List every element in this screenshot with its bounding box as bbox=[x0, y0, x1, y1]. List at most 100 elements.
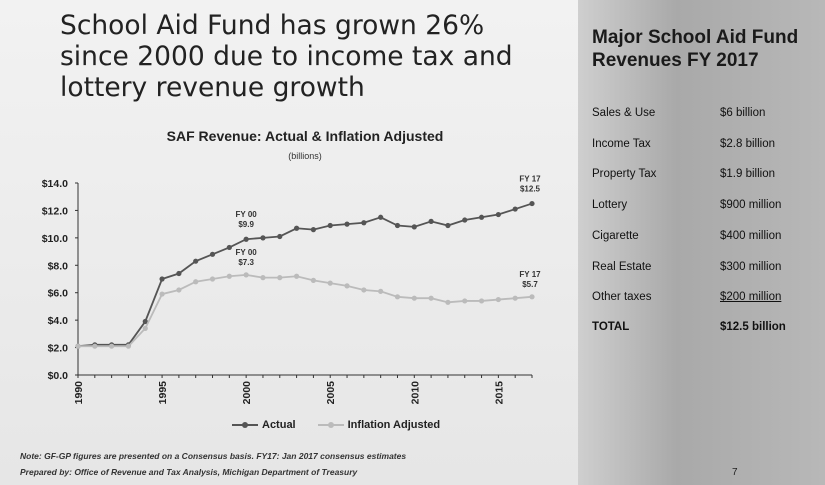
actual-point bbox=[462, 217, 468, 223]
inflation-adjusted-point bbox=[226, 273, 232, 279]
actual-point bbox=[277, 233, 283, 240]
inflation-adjusted-point bbox=[428, 295, 434, 301]
actual-point bbox=[193, 258, 199, 264]
actual-point bbox=[142, 318, 148, 325]
revenue-value: $2.8 billion bbox=[720, 138, 775, 150]
actual-point bbox=[512, 206, 518, 212]
inflation-adjusted-point bbox=[159, 291, 165, 297]
annotation-label: FY 00 bbox=[236, 210, 258, 219]
annotation-label: FY 00 bbox=[236, 248, 258, 257]
annotation-value: $9.9 bbox=[238, 220, 254, 229]
x-tick-label: 2000 bbox=[241, 381, 253, 405]
y-tick-label: $14.0 bbox=[42, 178, 68, 190]
slide-headline: School Aid Fund has grown 26% since 2000… bbox=[60, 10, 513, 103]
inflation-adjusted-point bbox=[243, 272, 249, 278]
inflation-adjusted-point bbox=[462, 298, 468, 304]
annotation-value: $7.3 bbox=[238, 258, 254, 267]
y-tick-label: $4.0 bbox=[48, 315, 69, 327]
legend-marker-inflation bbox=[317, 422, 344, 428]
revenue-total-value: $12.5 billion bbox=[720, 321, 786, 333]
inflation-adjusted-point bbox=[411, 295, 417, 301]
y-tick-label: $12.0 bbox=[42, 205, 68, 217]
inflation-adjusted-point bbox=[209, 276, 216, 282]
chart-legend: Actual Inflation Adjusted bbox=[232, 419, 440, 431]
inflation-adjusted-point bbox=[310, 277, 317, 283]
revenue-value: $200 million bbox=[720, 291, 782, 303]
chart-title: SAF Revenue: Actual & Inflation Adjusted bbox=[166, 128, 444, 144]
inflation-adjusted-point bbox=[378, 288, 384, 294]
inflation-adjusted-point bbox=[361, 287, 367, 293]
y-tick-label: $8.0 bbox=[48, 260, 69, 272]
y-tick-label: $0.0 bbox=[48, 370, 69, 382]
actual-point bbox=[243, 236, 249, 242]
revenue-label: Other taxes bbox=[592, 291, 652, 303]
inflation-adjusted-point bbox=[125, 343, 132, 349]
inflation-adjusted-point bbox=[277, 275, 283, 281]
revenue-value: $900 million bbox=[720, 199, 782, 211]
y-tick-label: $2.0 bbox=[48, 343, 69, 355]
actual-point bbox=[428, 218, 434, 224]
y-tick-label: $6.0 bbox=[48, 288, 69, 300]
legend-item-actual: Actual bbox=[232, 419, 296, 431]
annotation-value: $5.7 bbox=[522, 280, 538, 289]
actual-point bbox=[361, 220, 367, 226]
x-tick-label: 1995 bbox=[157, 381, 169, 405]
actual-point bbox=[478, 214, 485, 220]
inflation-adjusted-point bbox=[109, 343, 115, 349]
inflation-adjusted-point bbox=[92, 343, 98, 349]
annotation-label: FY 17 bbox=[519, 270, 541, 279]
revenue-label: Cigarette bbox=[592, 230, 639, 242]
inflation-adjusted-point bbox=[176, 287, 182, 293]
inflation-adjusted-point bbox=[327, 280, 333, 286]
page-number: 7 bbox=[732, 467, 738, 478]
actual-point bbox=[260, 235, 266, 241]
inflation-adjusted-point bbox=[512, 295, 518, 301]
actual-point bbox=[344, 221, 350, 227]
revenue-label: Lottery bbox=[592, 199, 628, 211]
actual-point bbox=[411, 224, 417, 230]
actual-point bbox=[495, 211, 501, 218]
line-chart: $0.0 $2.0 $4.0 $6.0 $8.0 $10.0 $12.0 $14.0 1990 1… bbox=[42, 175, 541, 405]
footnote: Note: GF-GP figures are presented on a C… bbox=[20, 448, 406, 480]
legend-item-inflation: Inflation Adjusted bbox=[317, 419, 441, 431]
revenue-value: $400 million bbox=[720, 230, 782, 242]
revenue-panel-title: Major School Aid Fund Revenues FY 2017 bbox=[592, 27, 799, 71]
actual-point bbox=[226, 244, 232, 251]
inflation-adjusted-point bbox=[344, 283, 350, 289]
annotation-value: $12.5 bbox=[520, 185, 541, 194]
actual-point bbox=[159, 276, 165, 282]
revenue-label: Income Tax bbox=[592, 138, 651, 150]
revenue-label: Real Estate bbox=[592, 261, 652, 273]
inflation-adjusted-point bbox=[193, 279, 199, 285]
legend-label-actual: Actual bbox=[262, 419, 296, 431]
inflation-adjusted-point bbox=[142, 325, 148, 331]
actual-point bbox=[176, 270, 182, 277]
inflation-adjusted-line bbox=[78, 273, 533, 348]
legend-label-inflation: Inflation Adjusted bbox=[347, 419, 441, 431]
footnote-line-2: Prepared by: Office of Revenue and Tax A… bbox=[20, 467, 358, 477]
revenue-label: Property Tax bbox=[592, 168, 657, 180]
actual-point bbox=[394, 222, 401, 229]
inflation-adjusted-point bbox=[293, 273, 300, 279]
inflation-adjusted-point bbox=[260, 275, 266, 281]
actual-line bbox=[77, 202, 533, 348]
x-tick-label: 2010 bbox=[409, 381, 421, 405]
annotation-label: FY 17 bbox=[519, 175, 541, 184]
actual-point bbox=[378, 214, 384, 220]
slide-main-area: School Aid Fund has grown 26% since 2000… bbox=[0, 0, 578, 485]
revenue-value: $1.9 billion bbox=[720, 168, 775, 180]
actual-point bbox=[529, 200, 535, 207]
actual-point bbox=[310, 227, 317, 233]
actual-point bbox=[327, 222, 333, 229]
inflation-adjusted-point bbox=[478, 298, 485, 304]
legend-marker-actual bbox=[232, 422, 258, 428]
x-tick-label: 1990 bbox=[73, 381, 85, 405]
inflation-adjusted-point bbox=[445, 299, 451, 305]
x-tick-label: 2015 bbox=[493, 381, 505, 405]
inflation-adjusted-point bbox=[394, 294, 401, 300]
y-tick-label: $10.0 bbox=[42, 233, 68, 245]
actual-point bbox=[293, 225, 300, 231]
inflation-adjusted-point bbox=[529, 294, 535, 300]
revenue-label: Sales & Use bbox=[592, 107, 656, 119]
inflation-adjusted-point bbox=[495, 296, 501, 303]
